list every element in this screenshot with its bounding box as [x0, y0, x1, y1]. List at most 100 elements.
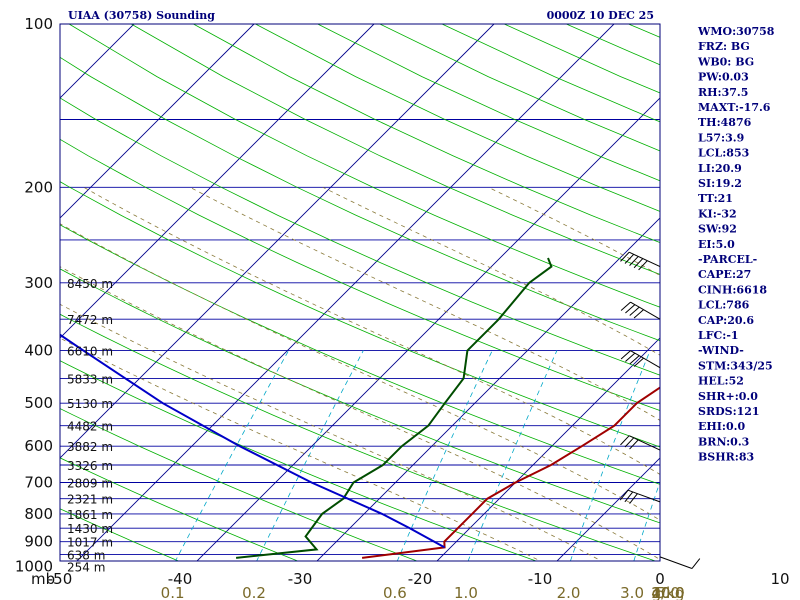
index-line: SW:92: [698, 223, 737, 236]
dry-adiabat: [60, 408, 419, 561]
mixing-ratio-line: [570, 350, 651, 561]
wind-barb: [620, 435, 661, 451]
wind-barb-flag: [620, 350, 631, 360]
wind-barb-flag: [633, 258, 644, 269]
height-label: 4482 m: [67, 420, 113, 434]
mixing-ratio-tick-label: 10.0: [651, 584, 684, 600]
index-line: TH:4876: [698, 116, 752, 129]
index-line: FRZ: BG: [698, 40, 750, 53]
height-label: 6610 m: [67, 345, 113, 359]
dry-adiabat: [60, 56, 660, 342]
index-line: WB0: BG: [697, 55, 754, 68]
height-label: 2321 m: [67, 493, 113, 507]
isotherm-line: [196, 97, 660, 561]
mixing-ratio-tick-label: 0.1: [161, 584, 185, 600]
mixing-ratio-tick-label: 40.0: [651, 584, 684, 600]
wind-barb-flag: [619, 489, 629, 501]
wind-barb-flag: [629, 493, 638, 504]
wind-barb-flag: [629, 306, 640, 316]
chart-grid: [0, 24, 800, 578]
pressure-tick-label: 1000: [15, 558, 53, 576]
height-label: 1430 m: [67, 522, 113, 536]
wind-barb-flag: [629, 256, 639, 266]
mixing-ratio-tick-label: 1.0: [454, 584, 478, 600]
height-label: 1017 m: [67, 536, 113, 550]
wind-barb-flag: [620, 251, 630, 262]
pressure-tick-label: 900: [24, 533, 53, 551]
chart-time: 0000Z 10 DEC 25: [547, 9, 654, 22]
index-line: LCL:786: [698, 299, 750, 312]
moist-adiabat: [60, 303, 603, 561]
pressure-tick-label: 100: [24, 15, 53, 33]
index-line: EI:5.0: [698, 238, 735, 251]
dry-adiabat: [60, 268, 660, 524]
wind-barb: [619, 489, 661, 504]
wind-barb-staff: [628, 435, 661, 451]
index-line: KI:-32: [698, 207, 737, 220]
index-line: BRN:0.3: [698, 435, 749, 448]
temperature-tick-label: -40: [168, 570, 193, 588]
pressure-axis-unit: mb: [31, 570, 55, 588]
pressure-tick-label: 500: [24, 394, 53, 412]
index-line: SRDS:121: [698, 405, 760, 418]
isotherm-line: [60, 24, 375, 339]
series-dewpoint-line: [235, 257, 553, 559]
mixing-ratio-tick-label: 3.0: [620, 584, 644, 600]
height-label: 3882 m: [67, 440, 113, 454]
index-line: -WIND-: [698, 344, 744, 357]
mixing-ratio-line: [467, 350, 558, 561]
dry-adiabat: [68, 24, 660, 308]
wind-barb-staff: [659, 556, 693, 569]
index-line: BSHR:83: [698, 451, 754, 464]
index-line: TT:21: [698, 192, 733, 205]
index-line: LI:20.9: [698, 162, 742, 175]
temperature-tick-label: -10: [528, 570, 553, 588]
wind-barb-staff: [630, 350, 661, 369]
temperature-tick-label: -20: [408, 570, 433, 588]
mixing-ratio-tick-label: 2.0: [557, 584, 581, 600]
moist-adiabat: [60, 223, 660, 521]
isotherm-line: [60, 24, 255, 219]
wind-barb-flag: [620, 301, 631, 311]
height-label: 2809 m: [67, 476, 113, 490]
index-line: RH:37.5: [698, 86, 748, 99]
wind-barb-staff: [627, 489, 661, 503]
index-line: SI:19.2: [698, 177, 742, 190]
chart-traces: [60, 257, 660, 559]
chart-title: UIAA (30758) Sounding: [68, 9, 215, 22]
isotherm-line: [0, 24, 14, 578]
index-line: L57:3.9: [698, 131, 744, 144]
height-label: 8450 m: [67, 277, 113, 291]
wind-barb-flag: [625, 352, 636, 362]
mixing-ratio-line: [256, 350, 364, 561]
wind-barb: [620, 301, 661, 320]
dry-adiabat: [60, 508, 180, 561]
pressure-tick-label: 800: [24, 505, 53, 523]
wind-barb-staff: [630, 301, 661, 320]
height-label: 7472 m: [67, 313, 113, 327]
height-label: 1861 m: [67, 508, 113, 522]
dry-adiabat: [60, 313, 657, 561]
wind-barb-flag: [633, 309, 644, 319]
temperature-tick-label: -50: [48, 570, 73, 588]
index-line: CAPE:27: [698, 268, 751, 281]
pressure-tick-label: 700: [24, 473, 53, 491]
dry-adiabat: [60, 224, 660, 485]
isotherm-line: [76, 24, 615, 561]
mixing-ratio-line: [174, 350, 289, 561]
dry-adiabat: [131, 24, 660, 275]
moist-adiabat: [60, 266, 660, 560]
pressure-tick-label: 300: [24, 274, 53, 292]
series-parcel-line: [60, 333, 446, 549]
moist-adiabat: [189, 186, 660, 421]
mixing-ratio-tick-label: 20.0: [651, 584, 684, 600]
index-line: LCL:853: [698, 147, 749, 160]
pressure-tick-label: 200: [24, 178, 53, 196]
pressure-tick-label: 400: [24, 342, 53, 360]
index-line: LFC:-1: [698, 329, 739, 342]
plot-frame: [59, 23, 661, 562]
isotherm-line: [780, 24, 800, 578]
wind-barb-flag: [624, 491, 634, 503]
dry-adiabat: [60, 457, 299, 561]
